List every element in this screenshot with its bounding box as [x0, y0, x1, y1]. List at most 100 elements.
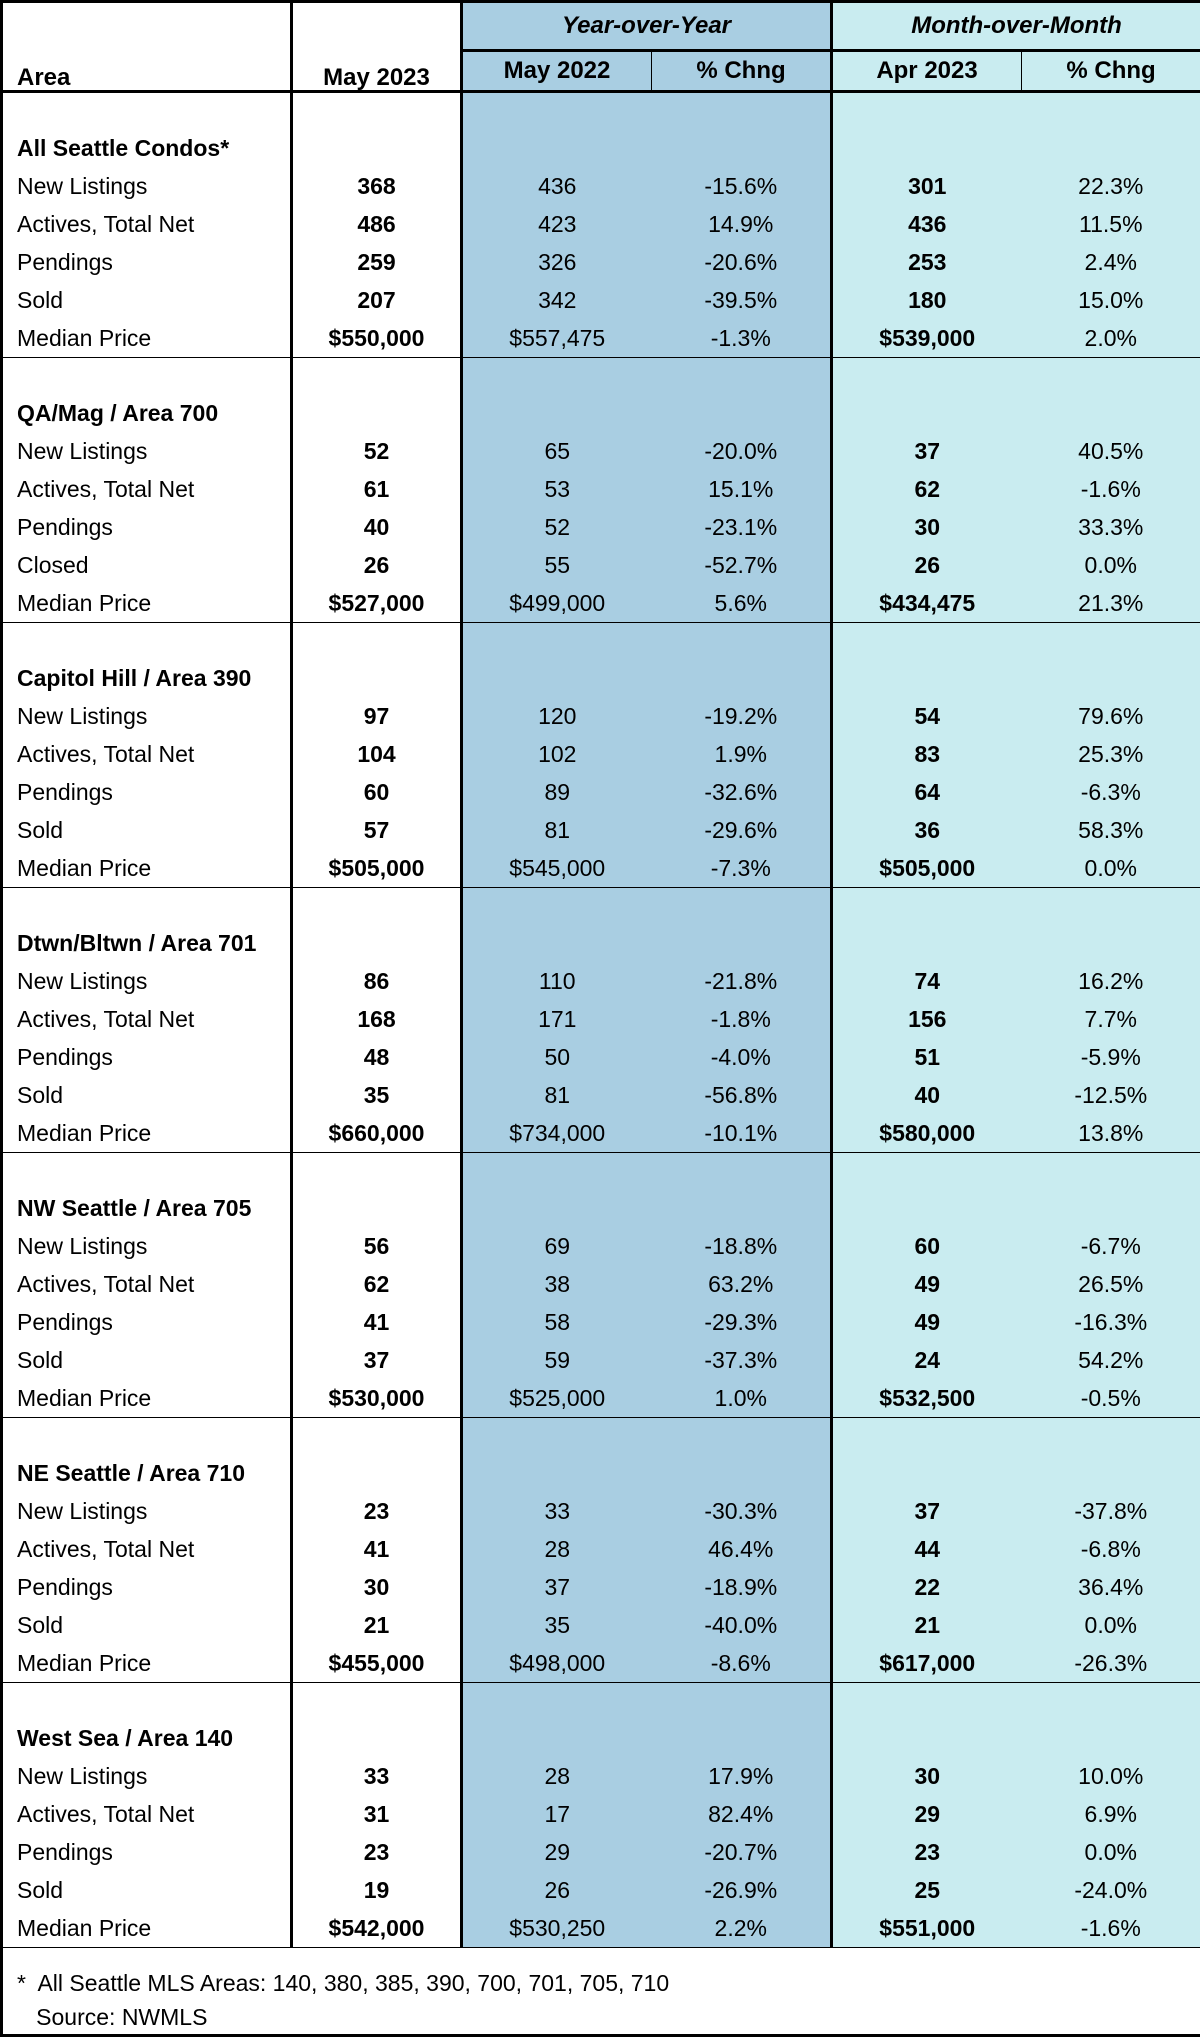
cell-mom-chg: 2.0%	[1022, 319, 1200, 358]
cell-current: 31	[292, 1795, 462, 1833]
cell-current: 33	[292, 1757, 462, 1795]
row-label: Median Price	[2, 1909, 292, 1948]
cell-current: 40	[292, 508, 462, 546]
row-label: Closed	[2, 546, 292, 584]
cell-mom-val: 54	[832, 697, 1022, 735]
data-row: Sold5781-29.6%3658.3%	[2, 811, 1200, 849]
row-label: New Listings	[2, 432, 292, 470]
cell-yoy-chg: -20.7%	[652, 1833, 832, 1871]
cell-current: 19	[292, 1871, 462, 1909]
cell-mom-chg: -12.5%	[1022, 1076, 1200, 1114]
data-row: Median Price$455,000$498,000-8.6%$617,00…	[2, 1644, 1200, 1683]
cell-yoy-val: 29	[462, 1833, 652, 1871]
cell-yoy-val: $530,250	[462, 1909, 652, 1948]
cell-mom-chg: 33.3%	[1022, 508, 1200, 546]
row-label: Actives, Total Net	[2, 1265, 292, 1303]
cell-current: 30	[292, 1568, 462, 1606]
row-label: Median Price	[2, 584, 292, 623]
cell-mom-chg: 6.9%	[1022, 1795, 1200, 1833]
data-row: New Listings2333-30.3%37-37.8%	[2, 1492, 1200, 1530]
cell-yoy-chg: 17.9%	[652, 1757, 832, 1795]
cell-yoy-val: $525,000	[462, 1379, 652, 1418]
cell-current: 62	[292, 1265, 462, 1303]
cell-mom-val: 60	[832, 1227, 1022, 1265]
data-row: Sold1926-26.9%25-24.0%	[2, 1871, 1200, 1909]
row-label: New Listings	[2, 962, 292, 1000]
cell-yoy-chg: -30.3%	[652, 1492, 832, 1530]
section-title-row: All Seattle Condos*	[2, 129, 1200, 167]
cell-mom-val: 49	[832, 1265, 1022, 1303]
cell-yoy-chg: -1.3%	[652, 319, 832, 358]
row-label: Actives, Total Net	[2, 470, 292, 508]
header-mom-chg: % Chng	[1022, 51, 1200, 92]
cell-yoy-val: 35	[462, 1606, 652, 1644]
cell-yoy-chg: -52.7%	[652, 546, 832, 584]
section-title: Dtwn/Bltwn / Area 701	[2, 924, 292, 962]
cell-mom-val: $617,000	[832, 1644, 1022, 1683]
row-label: New Listings	[2, 697, 292, 735]
cell-yoy-val: 81	[462, 811, 652, 849]
data-row: New Listings368436-15.6%30122.3%	[2, 167, 1200, 205]
row-label: New Listings	[2, 1492, 292, 1530]
cell-mom-chg: 26.5%	[1022, 1265, 1200, 1303]
cell-yoy-chg: -37.3%	[652, 1341, 832, 1379]
footnote-text: Source: NWMLS	[2, 2000, 1200, 2036]
data-row: Actives, Total Net615315.1%62-1.6%	[2, 470, 1200, 508]
cell-mom-chg: 13.8%	[1022, 1114, 1200, 1153]
section-spacer	[2, 888, 1200, 925]
row-label: Pendings	[2, 773, 292, 811]
cell-mom-chg: 15.0%	[1022, 281, 1200, 319]
cell-yoy-val: 17	[462, 1795, 652, 1833]
cell-yoy-chg: -26.9%	[652, 1871, 832, 1909]
cell-mom-val: 36	[832, 811, 1022, 849]
cell-yoy-chg: 1.0%	[652, 1379, 832, 1418]
cell-mom-chg: 40.5%	[1022, 432, 1200, 470]
section-spacer	[2, 1153, 1200, 1190]
cell-mom-val: 21	[832, 1606, 1022, 1644]
row-label: Sold	[2, 1871, 292, 1909]
cell-yoy-val: 55	[462, 546, 652, 584]
row-label: New Listings	[2, 167, 292, 205]
data-row: Median Price$550,000$557,475-1.3%$539,00…	[2, 319, 1200, 358]
cell-yoy-chg: -32.6%	[652, 773, 832, 811]
cell-yoy-chg: -21.8%	[652, 962, 832, 1000]
header-yoy-chg: % Chng	[652, 51, 832, 92]
cell-mom-chg: 0.0%	[1022, 1606, 1200, 1644]
cell-yoy-val: 28	[462, 1757, 652, 1795]
cell-yoy-val: 342	[462, 281, 652, 319]
data-row: Sold3581-56.8%40-12.5%	[2, 1076, 1200, 1114]
cell-yoy-chg: -39.5%	[652, 281, 832, 319]
cell-yoy-val: 38	[462, 1265, 652, 1303]
header-current: May 2023	[293, 66, 460, 90]
section-title: Capitol Hill / Area 390	[2, 659, 292, 697]
cell-yoy-chg: 1.9%	[652, 735, 832, 773]
row-label: Pendings	[2, 243, 292, 281]
section-title: NE Seattle / Area 710	[2, 1454, 292, 1492]
row-label: Pendings	[2, 1038, 292, 1076]
row-label: Sold	[2, 1341, 292, 1379]
cell-yoy-val: 65	[462, 432, 652, 470]
cell-mom-chg: 0.0%	[1022, 849, 1200, 888]
data-row: Median Price$542,000$530,2502.2%$551,000…	[2, 1909, 1200, 1948]
cell-yoy-val: 110	[462, 962, 652, 1000]
cell-mom-chg: 0.0%	[1022, 1833, 1200, 1871]
cell-yoy-val: 50	[462, 1038, 652, 1076]
cell-current: $530,000	[292, 1379, 462, 1418]
cell-mom-val: 301	[832, 167, 1022, 205]
cell-yoy-chg: 63.2%	[652, 1265, 832, 1303]
cell-current: 35	[292, 1076, 462, 1114]
header-area: Area	[3, 66, 290, 90]
cell-mom-chg: 79.6%	[1022, 697, 1200, 735]
cell-mom-chg: 58.3%	[1022, 811, 1200, 849]
cell-mom-val: 26	[832, 546, 1022, 584]
section-title-row: QA/Mag / Area 700	[2, 394, 1200, 432]
row-label: Pendings	[2, 1833, 292, 1871]
footnote-gap	[2, 1948, 1200, 1967]
cell-current: $505,000	[292, 849, 462, 888]
cell-mom-val: 83	[832, 735, 1022, 773]
cell-yoy-chg: -15.6%	[652, 167, 832, 205]
data-row: Pendings4850-4.0%51-5.9%	[2, 1038, 1200, 1076]
cell-mom-val: $532,500	[832, 1379, 1022, 1418]
cell-mom-val: 37	[832, 1492, 1022, 1530]
cell-yoy-val: 436	[462, 167, 652, 205]
